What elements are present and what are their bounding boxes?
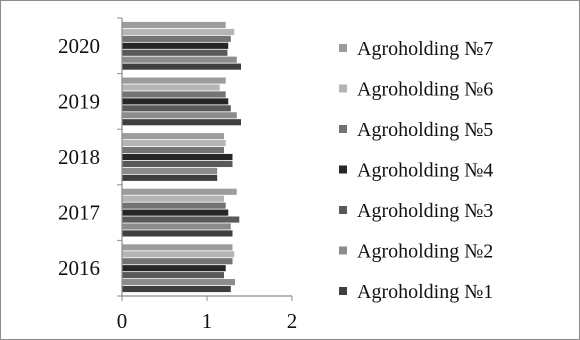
bars-group bbox=[122, 21, 241, 293]
legend-swatch-series-1 bbox=[339, 287, 347, 295]
bar-2018-series-2 bbox=[122, 167, 218, 174]
bar-2016-series-7 bbox=[122, 244, 233, 251]
bar-2020-series-4 bbox=[122, 42, 229, 49]
bar-2018-series-6 bbox=[122, 140, 226, 147]
bar-2017-series-4 bbox=[122, 209, 229, 216]
bar-2018-series-7 bbox=[122, 133, 224, 140]
bar-2016-series-6 bbox=[122, 251, 235, 258]
bar-2017-series-2 bbox=[122, 223, 231, 230]
y-tick-label-2018: 2018 bbox=[58, 145, 100, 169]
legend-label-series-4: Agroholding №4 bbox=[357, 160, 493, 182]
bar-2020-series-6 bbox=[122, 28, 235, 35]
bar-2018-series-4 bbox=[122, 153, 233, 161]
axes-group: 2016 2017 2018 2019 2020 0 1 2 bbox=[58, 17, 298, 333]
bar-2019-series-2 bbox=[122, 112, 237, 119]
y-tick-label-2019: 2019 bbox=[58, 89, 100, 113]
y-tick-label-2017: 2017 bbox=[58, 201, 100, 225]
bar-2019-series-7 bbox=[122, 77, 226, 84]
bar-2020-series-2 bbox=[122, 56, 237, 63]
legend-swatch-series-6 bbox=[339, 84, 347, 93]
legend-label-series-5: Agroholding №5 bbox=[357, 119, 493, 141]
x-tick-label-2: 2 bbox=[287, 309, 298, 333]
legend-label-series-2: Agroholding №2 bbox=[357, 241, 493, 263]
y-tick-label-2016: 2016 bbox=[58, 256, 100, 280]
legend-swatch-series-3 bbox=[339, 206, 347, 214]
legend-label-series-7: Agroholding №7 bbox=[357, 38, 493, 60]
bar-2020-series-1 bbox=[122, 63, 241, 70]
bar-2019-series-1 bbox=[122, 119, 241, 126]
bar-2017-series-6 bbox=[122, 195, 224, 202]
legend-swatch-series-7 bbox=[339, 44, 347, 52]
legend: Agroholding №7 Agroholding №6 Agroholding … bbox=[339, 38, 493, 303]
legend-label-series-3: Agroholding №3 bbox=[357, 200, 493, 222]
bar-2020-series-3 bbox=[122, 49, 228, 56]
x-tick-label-0: 0 bbox=[117, 309, 128, 333]
legend-label-series-6: Agroholding №6 bbox=[357, 79, 493, 101]
bar-2018-series-1 bbox=[122, 174, 218, 181]
bar-2017-series-3 bbox=[122, 216, 240, 223]
bar-2019-series-4 bbox=[122, 98, 229, 105]
bar-2016-series-3 bbox=[122, 272, 224, 279]
bar-2016-series-5 bbox=[122, 258, 233, 265]
bar-2018-series-5 bbox=[122, 146, 224, 154]
bar-2016-series-4 bbox=[122, 265, 226, 272]
legend-swatch-series-5 bbox=[339, 125, 347, 133]
legend-swatch-series-4 bbox=[339, 165, 347, 174]
bar-2020-series-5 bbox=[122, 35, 231, 42]
legend-label-series-1: Agroholding №1 bbox=[357, 281, 493, 303]
bar-2017-series-7 bbox=[122, 188, 237, 195]
bar-2020-series-7 bbox=[122, 21, 226, 29]
bar-2019-series-3 bbox=[122, 105, 231, 112]
bar-2019-series-6 bbox=[122, 84, 220, 91]
bar-2019-series-5 bbox=[122, 91, 226, 98]
bar-2017-series-1 bbox=[122, 230, 233, 237]
bar-2016-series-1 bbox=[122, 285, 231, 293]
bar-2016-series-2 bbox=[122, 279, 236, 286]
legend-swatch-series-2 bbox=[339, 246, 347, 255]
x-tick-label-1: 1 bbox=[202, 309, 213, 333]
y-tick-label-2020: 2020 bbox=[58, 34, 100, 58]
bar-2018-series-3 bbox=[122, 160, 233, 168]
bar-2017-series-5 bbox=[122, 202, 226, 209]
